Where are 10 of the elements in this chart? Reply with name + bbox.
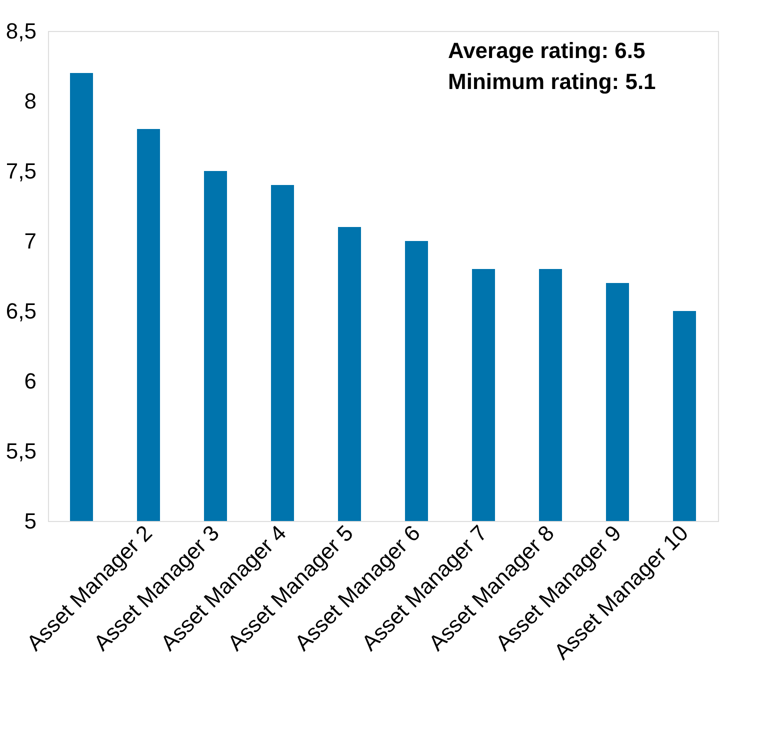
y-tick-label: 7 (24, 228, 36, 254)
y-tick-label: 7,5 (6, 158, 36, 184)
y-tick-label: 6 (24, 368, 36, 394)
y-tick-label: 5 (24, 508, 36, 534)
y-tick-label: 6,5 (6, 298, 36, 324)
y-tick-label: 5,5 (6, 438, 36, 464)
y-tick-label: 8 (24, 88, 36, 114)
y-tick-label: 8,5 (6, 18, 36, 44)
annotation: Average rating: 6.5 (448, 38, 646, 63)
annotation: Minimum rating: 5.1 (448, 69, 656, 94)
